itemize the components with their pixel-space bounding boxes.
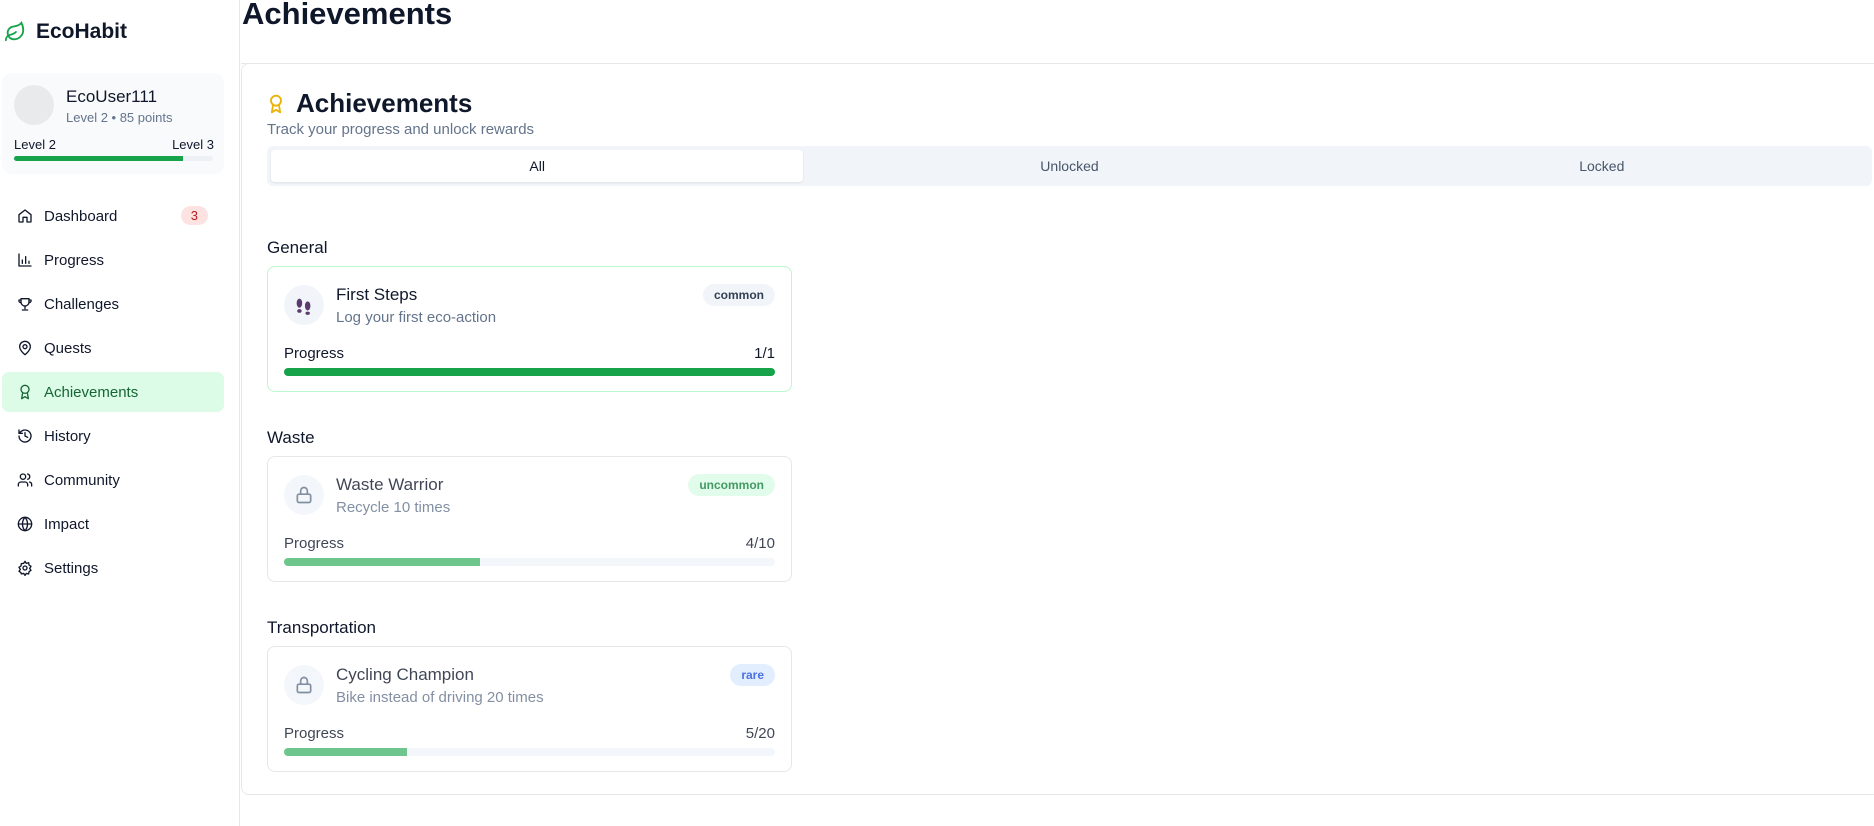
sidebar-nav: Dashboard 3 Progress Challenges Quests Achiev…: [2, 196, 224, 592]
level-progress-fill: [14, 156, 184, 161]
tab-locked[interactable]: Locked: [1579, 158, 1625, 174]
history-icon: [18, 429, 32, 443]
tab-unlocked[interactable]: Unlocked: [1040, 158, 1099, 174]
progress-value: 1/1: [754, 345, 775, 362]
rarity-badge: uncommon: [688, 474, 775, 496]
card-subtitle: Track your progress and unlock rewards: [267, 121, 535, 138]
progress-fill: [284, 368, 775, 376]
achievement-card[interactable]: First Steps Log your first eco-action co…: [267, 266, 792, 392]
card-title-text: Achievements: [296, 88, 473, 118]
sidebar-item-label: Dashboard: [44, 207, 118, 225]
progress-fill: [284, 558, 481, 566]
achievement-name: Cycling Champion: [336, 665, 474, 684]
progress-value: 5/20: [745, 725, 775, 742]
achievement-name: Waste Warrior: [336, 475, 444, 494]
progress-label: Progress: [284, 725, 345, 742]
rarity-badge: common: [702, 284, 775, 306]
lock-icon: [296, 676, 312, 694]
sidebar-item-label: Challenges: [44, 295, 120, 313]
map-pin-icon: [19, 340, 31, 356]
award-icon: [20, 384, 30, 400]
card-title: Achievements: [266, 88, 472, 119]
progress-label: Progress: [284, 345, 345, 362]
app-name: EcoHabit: [36, 20, 128, 43]
achievement-icon: [284, 475, 324, 515]
achievement-icon: [284, 285, 324, 325]
progress-bar: [284, 558, 775, 566]
progress-bar: [284, 368, 775, 376]
sidebar-item-quests[interactable]: Quests: [2, 328, 224, 368]
achievement-description: Bike instead of driving 20 times: [336, 689, 544, 706]
sidebar-item-dashboard[interactable]: Dashboard 3: [2, 196, 224, 236]
logo[interactable]: EcoHabit: [4, 20, 127, 44]
section-heading: Transportation: [267, 618, 376, 637]
footprints-icon: [296, 298, 311, 315]
sidebar-item-settings[interactable]: Settings: [2, 548, 224, 588]
page-title: Achievements: [242, 0, 453, 31]
sidebar-item-label: Achievements: [44, 383, 139, 401]
lock-icon: [296, 486, 312, 504]
progress-fill: [284, 748, 407, 756]
sidebar: EcoHabit EcoUser111 Level 2 • 85 points …: [0, 0, 240, 826]
notification-badge: 3: [180, 206, 208, 225]
bar-chart-icon: [18, 253, 32, 267]
award-icon: [270, 94, 282, 113]
achievement-card[interactable]: Waste Warrior Recycle 10 times uncommon …: [267, 456, 792, 582]
sidebar-item-challenges[interactable]: Challenges: [2, 284, 224, 324]
achievement-name: First Steps: [336, 285, 418, 304]
sidebar-item-community[interactable]: Community: [2, 460, 224, 500]
users-icon: [17, 473, 33, 487]
level-progress-bar: [14, 156, 213, 161]
sidebar-item-label: Progress: [44, 251, 105, 269]
achievement-description: Recycle 10 times: [336, 499, 451, 516]
username: EcoUser111: [66, 87, 158, 106]
current-level: Level 2: [14, 137, 56, 152]
next-level: Level 3: [172, 137, 214, 152]
profile-card[interactable]: EcoUser111 Level 2 • 85 points Level 2 L…: [2, 73, 224, 174]
gear-icon: [18, 560, 32, 576]
achievement-icon: [284, 665, 324, 705]
sidebar-item-label: Community: [44, 471, 120, 489]
achievement-card[interactable]: Cycling Champion Bike instead of driving…: [267, 646, 792, 772]
avatar: [14, 85, 54, 125]
achievement-description: Log your first eco-action: [336, 309, 497, 326]
sidebar-item-impact[interactable]: Impact: [2, 504, 224, 544]
tab-all[interactable]: All: [271, 150, 804, 182]
trophy-icon: [18, 298, 32, 311]
section-heading: General: [267, 238, 328, 257]
section-heading: Waste: [267, 428, 315, 447]
progress-label: Progress: [284, 535, 345, 552]
progress-bar: [284, 748, 775, 756]
sidebar-item-label: Quests: [44, 339, 92, 357]
sidebar-item-label: Settings: [44, 559, 99, 577]
globe-icon: [17, 516, 33, 532]
sidebar-item-label: Impact: [44, 515, 90, 533]
sidebar-item-label: History: [44, 427, 91, 445]
rarity-badge: rare: [730, 664, 775, 686]
leaf-icon: [4, 21, 25, 42]
user-level: Level 2 • 85 points: [66, 110, 173, 125]
sidebar-item-progress[interactable]: Progress: [2, 240, 224, 280]
home-icon: [18, 209, 32, 223]
filter-tabs: All Unlocked Locked: [267, 146, 1872, 186]
sidebar-item-achievements[interactable]: Achievements: [2, 372, 224, 412]
progress-value: 4/10: [745, 535, 775, 552]
sidebar-item-history[interactable]: History: [2, 416, 224, 456]
achievements-card: Achievements Track your progress and unl…: [241, 63, 1874, 795]
